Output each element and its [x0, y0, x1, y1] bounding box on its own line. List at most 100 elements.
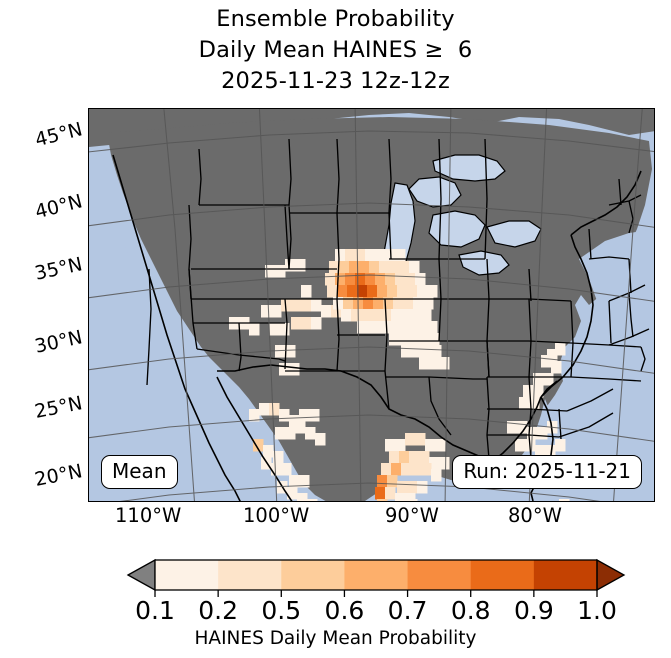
- probability-cell: [367, 321, 378, 334]
- probability-cell: [397, 321, 408, 334]
- probability-cell: [375, 273, 386, 286]
- probability-cell: [409, 333, 420, 346]
- probability-cell: [327, 285, 338, 298]
- probability-cell: [393, 297, 404, 310]
- probability-cell: [271, 305, 282, 318]
- probability-cell: [507, 421, 518, 434]
- probability-cell: [545, 445, 556, 458]
- probability-cell: [301, 317, 312, 330]
- probability-cell: [377, 285, 388, 298]
- probability-cell: [407, 499, 418, 501]
- probability-cell: [413, 297, 424, 310]
- probability-cell: [377, 499, 388, 501]
- probability-cell: [405, 273, 416, 286]
- probability-cell: [279, 363, 290, 376]
- colorbar-tick-label: 0.5: [261, 596, 302, 625]
- probability-cell: [381, 463, 392, 476]
- colorbar-tick-label: 0.7: [387, 596, 428, 625]
- lat-tick-40n: 40°N: [32, 190, 85, 224]
- probability-cell: [385, 439, 396, 452]
- probability-cell: [299, 409, 310, 422]
- lat-tick-25n: 25°N: [32, 392, 85, 423]
- probability-cell: [407, 321, 418, 334]
- probability-cell: [415, 433, 426, 446]
- probability-cell: [423, 297, 434, 310]
- probability-cell: [405, 493, 416, 501]
- probability-cell: [399, 261, 410, 274]
- probability-cell: [377, 321, 388, 334]
- lat-tick-45n: 45°N: [32, 118, 85, 152]
- probability-cell: [311, 299, 322, 312]
- probability-cell: [401, 463, 412, 476]
- probability-cell: [391, 309, 402, 322]
- probability-cell: [397, 481, 408, 494]
- probability-cell: [411, 309, 422, 322]
- probability-cell: [347, 285, 358, 298]
- probability-cell: [409, 451, 420, 464]
- probability-cell: [253, 439, 264, 452]
- probability-cell: [375, 487, 386, 500]
- probability-cell: [335, 249, 346, 262]
- probability-cell: [551, 361, 562, 374]
- probability-cell: [537, 427, 548, 440]
- probability-cell: [401, 309, 412, 322]
- colorbar[interactable]: 0.1 0.2 0.5 0.6 0.7 0.8 0.9 1.0 HAINES Daily Me…: [0, 552, 671, 658]
- probability-cell: [383, 297, 394, 310]
- colorbar-segment: [281, 560, 345, 590]
- probability-cell: [555, 439, 566, 452]
- probability-cell: [421, 345, 432, 358]
- probability-cell: [543, 373, 554, 386]
- colorbar-tick-label: 0.1: [135, 596, 175, 625]
- colorbar-segment: [407, 560, 472, 590]
- probability-cell: [523, 385, 534, 398]
- probability-cell: [263, 445, 274, 458]
- probability-cell: [429, 357, 440, 370]
- probability-cell: [259, 403, 270, 416]
- probability-cell: [411, 345, 422, 358]
- probability-cell: [385, 273, 396, 286]
- colorbar-under-arrow: [126, 558, 156, 592]
- probability-cell: [291, 299, 302, 312]
- probability-cell: [315, 433, 326, 446]
- probability-cell: [269, 323, 280, 336]
- probability-cell: [273, 451, 284, 464]
- colorbar-title: HAINES Daily Mean Probability: [194, 628, 477, 649]
- probability-cell: [329, 261, 340, 274]
- probability-cell: [389, 451, 400, 464]
- probability-cell: [333, 297, 344, 310]
- probability-cell: [299, 475, 310, 488]
- probability-cell: [389, 261, 400, 274]
- probability-cell: [249, 323, 260, 336]
- colorbar-segment: [155, 560, 219, 590]
- lon-tick-110w: 110°W: [115, 504, 182, 527]
- title-line-2: Daily Mean HAINES ≥ 6: [198, 37, 473, 63]
- probability-cell: [419, 333, 430, 346]
- probability-cell: [401, 345, 412, 358]
- probability-cell: [395, 249, 406, 262]
- probability-cell: [419, 357, 430, 370]
- probability-cell: [345, 273, 356, 286]
- colorbar-segment: [344, 560, 409, 590]
- map-canvas[interactable]: Mean Run: 2025-11-21: [88, 108, 655, 502]
- colorbar-over-arrow: [596, 558, 626, 592]
- probability-cell: [389, 333, 400, 346]
- probability-cell: [429, 333, 440, 346]
- probability-cell: [337, 285, 348, 298]
- probability-cell: [307, 499, 318, 501]
- probability-cell: [355, 273, 366, 286]
- probability-cell: [361, 309, 372, 322]
- probability-cell: [345, 249, 356, 262]
- probability-cell: [359, 261, 370, 274]
- probability-cell: [417, 481, 428, 494]
- probability-cell: [541, 355, 552, 368]
- probability-cell: [379, 261, 390, 274]
- probability-cell: [365, 249, 376, 262]
- lat-tick-20n: 20°N: [32, 460, 85, 491]
- probability-cell: [305, 427, 316, 440]
- probability-cell: [265, 265, 276, 278]
- probability-cell: [271, 463, 282, 476]
- probability-cell: [555, 343, 566, 356]
- probability-cell: [529, 397, 540, 410]
- probability-cell: [399, 451, 410, 464]
